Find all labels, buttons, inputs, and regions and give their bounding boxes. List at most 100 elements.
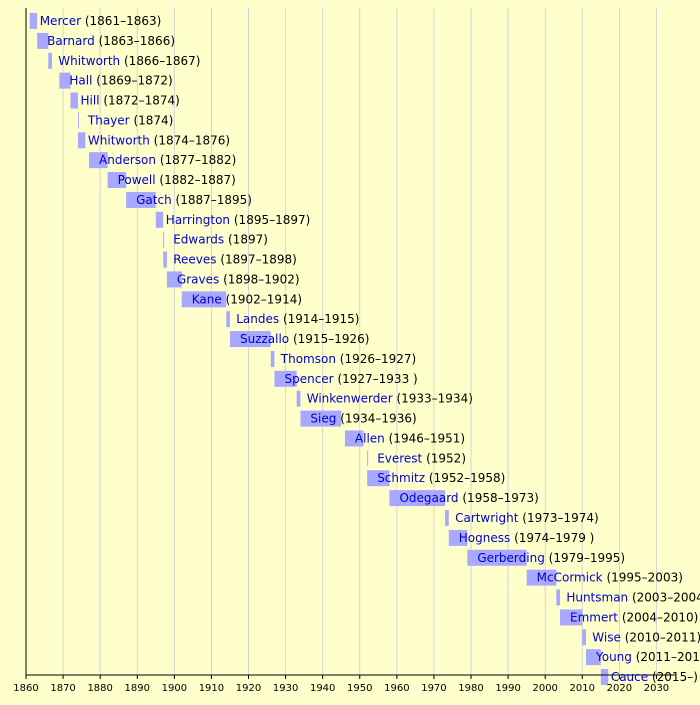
term-bar <box>226 311 230 328</box>
term-label: Cauce (2015–) <box>611 670 698 684</box>
president-name[interactable]: Sieg <box>310 411 336 425</box>
president-name[interactable]: Reeves <box>173 252 216 266</box>
term-years: (1973–1974) <box>522 511 598 525</box>
term-bar <box>560 609 583 626</box>
president-name[interactable]: Hill <box>81 93 100 107</box>
president-name[interactable]: Mercer <box>40 14 81 28</box>
x-tick-label: 1920 <box>236 683 261 694</box>
president-name[interactable]: Whitworth <box>88 133 150 147</box>
president-name[interactable]: Hogness <box>459 530 510 544</box>
term-label: Sieg (1934–1936) <box>310 411 416 425</box>
term-bar <box>600 669 609 686</box>
term-bar <box>181 291 227 308</box>
term-years: (1898–1902) <box>223 272 299 286</box>
term-years: (1946–1951) <box>389 431 465 445</box>
president-name[interactable]: Cauce <box>611 670 648 684</box>
term-years: (1874) <box>133 113 173 127</box>
term-bar <box>344 430 364 447</box>
president-name[interactable]: Winkenwerder <box>307 391 393 405</box>
term-label: Thomson (1926–1927) <box>280 351 416 365</box>
president-name[interactable]: Allen <box>355 431 385 445</box>
term-bar <box>126 191 156 208</box>
term-label: Landes (1914–1915) <box>236 312 359 326</box>
term-bar <box>29 13 38 29</box>
term-label: Spencer (1927–1933 ) <box>284 371 417 385</box>
x-tick-label: 1950 <box>347 683 372 694</box>
president-name[interactable]: Barnard <box>47 33 95 47</box>
term-label: Schmitz (1952–1958) <box>377 471 505 485</box>
president-name[interactable]: Everest <box>377 451 422 465</box>
term-years: (2003–2004) <box>632 590 700 604</box>
term-years: (1933–1934) <box>396 391 472 405</box>
president-name[interactable]: Thomson <box>280 351 336 365</box>
term-label: Winkenwerder (1933–1934) <box>307 391 473 405</box>
term-bar <box>163 231 165 248</box>
term-label: Cartwright (1973–1974) <box>455 511 599 525</box>
term-label: McCormick (1995–2003) <box>537 570 683 584</box>
president-name[interactable]: Huntsman <box>566 590 628 604</box>
president-name[interactable]: Gerberding <box>477 550 545 564</box>
term-bar <box>448 529 468 546</box>
president-name[interactable]: Harrington <box>166 212 230 226</box>
term-bar <box>77 132 86 149</box>
x-tick-label: 2010 <box>570 683 595 694</box>
x-tick-label: 1870 <box>50 683 75 694</box>
president-name[interactable]: Wise <box>592 630 621 644</box>
term-years: (1958–1973) <box>462 491 538 505</box>
president-name[interactable]: Thayer <box>87 113 130 127</box>
term-label: Young (2011–2015) <box>595 650 700 664</box>
x-tick-label: 1980 <box>458 683 483 694</box>
president-name[interactable]: Hall <box>69 73 92 87</box>
x-tick-label: 1960 <box>384 683 409 694</box>
term-label: Emmert (2004–2010) <box>570 610 698 624</box>
president-name[interactable]: Emmert <box>570 610 618 624</box>
term-label: Mercer (1861–1863) <box>40 14 162 28</box>
term-label: Reeves (1897–1898) <box>173 252 297 266</box>
term-years: (1863–1866) <box>99 33 175 47</box>
term-years: (1902–1914) <box>226 292 302 306</box>
term-label: Gerberding (1979–1995) <box>477 550 625 564</box>
president-name[interactable]: Schmitz <box>377 471 425 485</box>
president-name[interactable]: Graves <box>177 272 219 286</box>
term-years: (1877–1882) <box>160 153 236 167</box>
term-bar <box>296 390 301 407</box>
president-name[interactable]: Odegaard <box>399 491 458 505</box>
term-bar <box>166 271 182 288</box>
president-name[interactable]: Spencer <box>284 371 333 385</box>
president-name[interactable]: Gatch <box>136 192 172 206</box>
president-name[interactable]: Anderson <box>99 153 156 167</box>
term-bar <box>467 549 527 566</box>
term-bar <box>107 172 127 189</box>
term-years: (1952–1958) <box>429 471 505 485</box>
term-years: (1869–1872) <box>96 73 172 87</box>
term-years: (1974–1979 ) <box>514 530 594 544</box>
term-years: (1897–1898) <box>220 252 296 266</box>
term-bar <box>585 649 601 666</box>
term-years: (2011–2015) <box>636 650 700 664</box>
x-tick-label: 1930 <box>273 683 298 694</box>
term-years: (1979–1995) <box>549 550 625 564</box>
president-name[interactable]: Suzzallo <box>240 332 289 346</box>
president-name[interactable]: Whitworth <box>58 53 120 67</box>
term-years: (1872–1874) <box>103 93 179 107</box>
term-bar <box>163 251 167 268</box>
x-tick-label: 1890 <box>125 683 150 694</box>
x-tick-label: 1990 <box>495 683 520 694</box>
term-bar <box>367 470 390 487</box>
president-name[interactable]: Edwards <box>173 232 224 246</box>
term-bar <box>70 92 78 109</box>
term-label: Hall (1869–1872) <box>69 73 172 87</box>
term-bar <box>37 32 49 49</box>
term-years: (2004–2010) <box>622 610 698 624</box>
president-name[interactable]: Cartwright <box>455 511 519 525</box>
president-name[interactable]: Kane <box>192 292 222 306</box>
term-years: (1897) <box>228 232 268 246</box>
president-name[interactable]: Powell <box>118 173 156 187</box>
president-name[interactable]: Landes <box>236 312 279 326</box>
president-name[interactable]: McCormick <box>537 570 603 584</box>
term-label: Whitworth (1866–1867) <box>58 53 200 67</box>
x-tick-label: 2000 <box>532 683 557 694</box>
president-name[interactable]: Young <box>595 650 632 664</box>
x-tick-label: 2020 <box>607 683 632 694</box>
